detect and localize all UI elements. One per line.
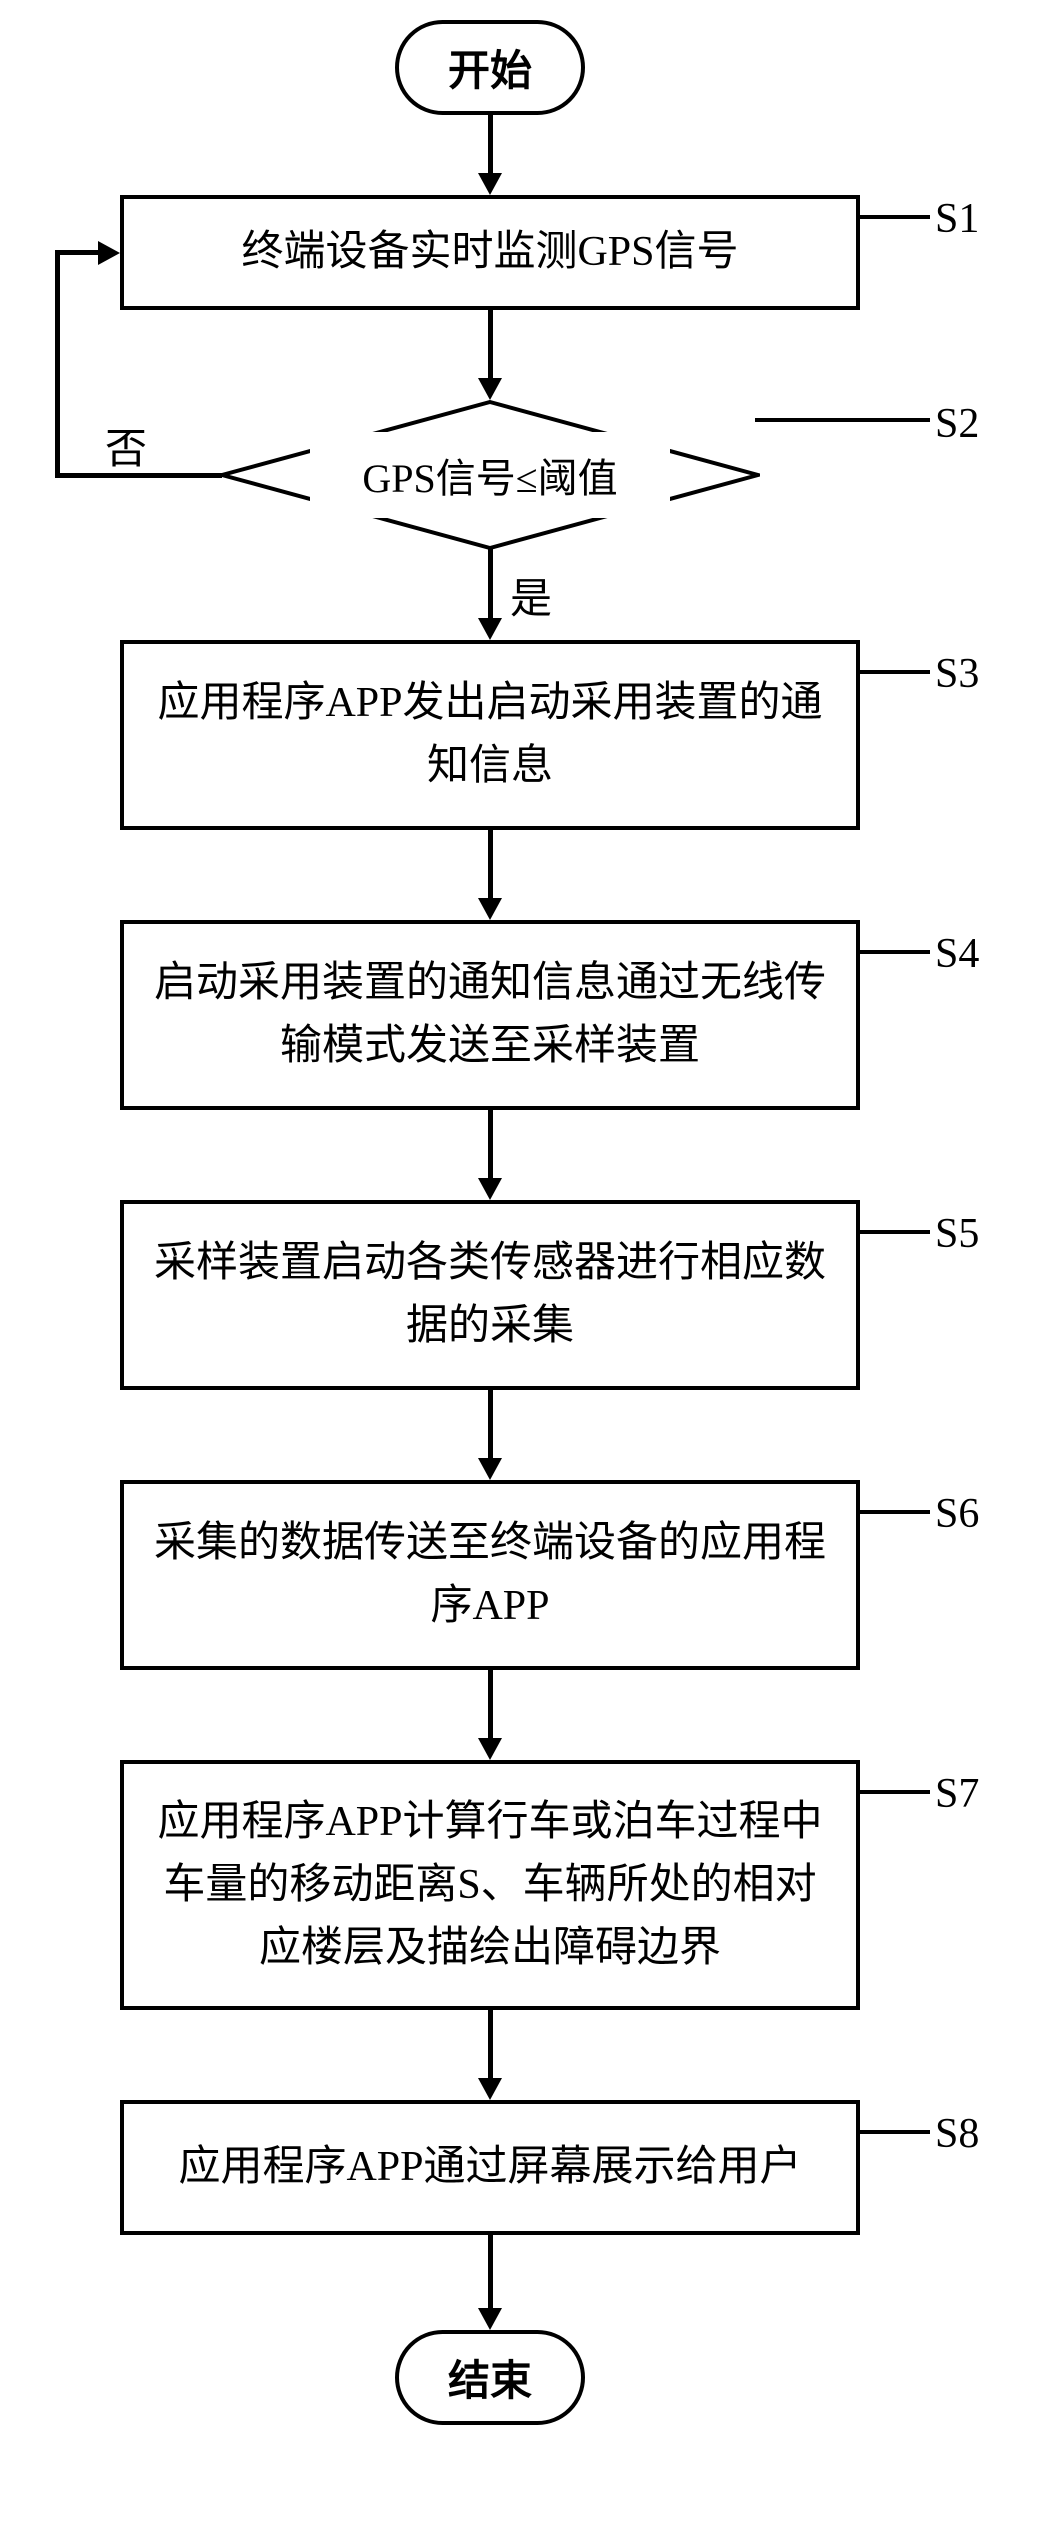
arrow-s1-s2: [488, 310, 493, 380]
arrowhead-s8-end: [478, 2308, 502, 2330]
loop-h2: [55, 250, 103, 255]
arrowhead-s1-s2: [478, 378, 502, 400]
arrow-s7-s8: [488, 2010, 493, 2080]
arrowhead-s2-s3: [478, 618, 502, 640]
label-s7: S7: [935, 1770, 979, 1818]
s3-text: 应用程序APP发出启动采用装置的通知信息: [154, 672, 826, 798]
loop-arrowhead: [98, 241, 120, 265]
loop-v: [55, 250, 60, 478]
end-terminator: 结束: [395, 2330, 585, 2425]
arrowhead-s3-s4: [478, 898, 502, 920]
label-s3: S3: [935, 650, 979, 698]
s6-text: 采集的数据传送至终端设备的应用程序APP: [154, 1512, 826, 1638]
arrowhead-s6-s7: [478, 1738, 502, 1760]
arrow-s4-s5: [488, 1110, 493, 1180]
arrow-s2-s3: [488, 548, 493, 620]
label-s2: S2: [935, 400, 979, 448]
start-label: 开始: [448, 37, 532, 98]
s5-text: 采样装置启动各类传感器进行相应数据的采集: [154, 1232, 826, 1358]
process-s5: 采样装置启动各类传感器进行相应数据的采集: [120, 1200, 860, 1390]
process-s7: 应用程序APP计算行车或泊车过程中车量的移动距离S、车辆所处的相对应楼层及描绘出…: [120, 1760, 860, 2010]
tick-s4: [860, 950, 930, 954]
process-s1: 终端设备实时监测GPS信号: [120, 195, 860, 310]
s1-text: 终端设备实时监测GPS信号: [241, 221, 738, 284]
arrowhead-s7-s8: [478, 2078, 502, 2100]
tick-s8: [860, 2130, 930, 2134]
arrow-s6-s7: [488, 1670, 493, 1740]
arrow-s8-end: [488, 2235, 493, 2310]
arrowhead-s5-s6: [478, 1458, 502, 1480]
label-s1: S1: [935, 195, 979, 243]
s7-text: 应用程序APP计算行车或泊车过程中车量的移动距离S、车辆所处的相对应楼层及描绘出…: [154, 1791, 826, 1980]
tick-s7: [860, 1790, 930, 1794]
tick-s3: [860, 670, 930, 674]
decision-node: GPS信号≤阈值: [310, 432, 670, 518]
end-label: 结束: [448, 2347, 532, 2408]
process-s8: 应用程序APP通过屏幕展示给用户: [120, 2100, 860, 2235]
process-s4: 启动采用装置的通知信息通过无线传输模式发送至采样装置: [120, 920, 860, 1110]
arrowhead-s4-s5: [478, 1178, 502, 1200]
label-s8: S8: [935, 2110, 979, 2158]
arrow-s5-s6: [488, 1390, 493, 1460]
arrowhead-start-s1: [478, 173, 502, 195]
flowchart-root: 开始 终端设备实时监测GPS信号 S1 GPS信号≤阈值 S2 否 是 应用程序…: [0, 0, 1051, 2546]
arrow-start-s1: [488, 115, 493, 175]
tick-s5: [860, 1230, 930, 1234]
process-s3: 应用程序APP发出启动采用装置的通知信息: [120, 640, 860, 830]
decision-text: GPS信号≤阈值: [362, 446, 617, 504]
label-s6: S6: [935, 1490, 979, 1538]
process-s6: 采集的数据传送至终端设备的应用程序APP: [120, 1480, 860, 1670]
tick-s6: [860, 1510, 930, 1514]
s4-text: 启动采用装置的通知信息通过无线传输模式发送至采样装置: [154, 952, 826, 1078]
tick-s1: [860, 215, 930, 219]
loop-h1: [55, 473, 222, 478]
label-s5: S5: [935, 1210, 979, 1258]
yes-label: 是: [510, 565, 552, 626]
arrow-s3-s4: [488, 830, 493, 900]
s8-text: 应用程序APP通过屏幕展示给用户: [178, 2136, 801, 2199]
start-terminator: 开始: [395, 20, 585, 115]
no-label: 否: [105, 415, 147, 476]
tick-s2: [755, 418, 930, 422]
label-s4: S4: [935, 930, 979, 978]
